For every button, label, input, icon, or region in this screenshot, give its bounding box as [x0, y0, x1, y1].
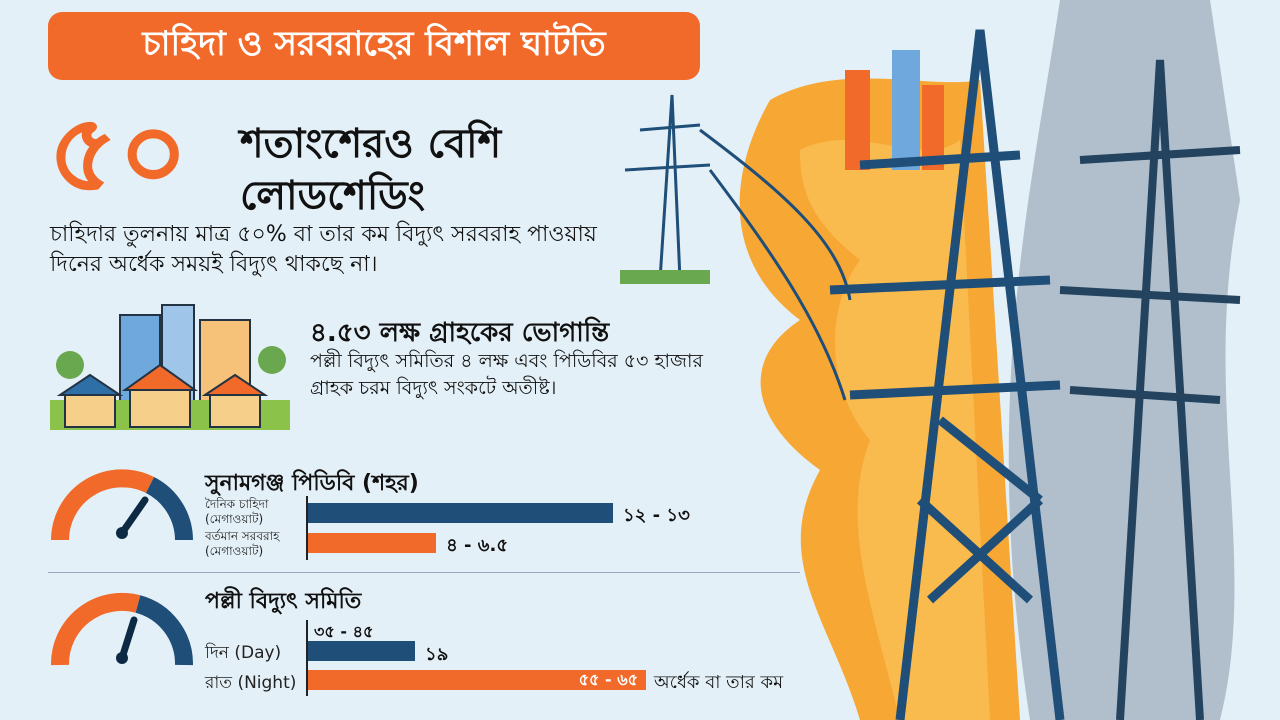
top-label: ৩৫ - ৪৫ — [314, 622, 374, 641]
bar-value: ৪ - ৬.৫ — [446, 535, 508, 556]
headline-text: শতাংশেরও বেশি লোডশেডিং — [240, 118, 501, 222]
headline-line2: লোডশেডিং — [240, 173, 425, 219]
bar-value: ১৯ — [425, 644, 449, 665]
gauge-icon — [50, 592, 194, 666]
headline-line1: শতাংশেরও বেশি — [240, 121, 502, 167]
title-banner: চাহিদা ও সরবরাহের বিশাল ঘাটতি — [48, 12, 700, 80]
city-illustration — [50, 304, 290, 430]
bar-night: ৫৫ - ৬৫ — [308, 670, 646, 690]
axis-line — [306, 620, 308, 696]
pbs-title: পল্লী বিদ্যুৎ সমিতি — [205, 589, 362, 614]
bar-value: ১২ - ১৩ — [623, 505, 690, 526]
bar-label: বর্তমান সরবরাহ (মেগাওয়াট) — [205, 529, 280, 558]
power-tower-illustration — [620, 0, 1241, 720]
headline-number: ৫০ — [48, 91, 189, 216]
summary-text: চাহিদার তুলনায় মাত্র ৫০% বা তার কম বিদ্… — [50, 222, 597, 277]
night-note: অর্ধেক বা তার কম — [654, 672, 784, 693]
axis-line — [306, 496, 308, 560]
gauge-icon — [51, 469, 193, 541]
bar-demand — [308, 503, 613, 523]
customers-text: পল্লী বিদ্যুৎ সমিতির ৪ লক্ষ এবং পিডিবির … — [310, 350, 703, 399]
bar-supply — [308, 533, 437, 553]
bar-label: দৈনিক চাহিদা (মেগাওয়াট) — [205, 497, 269, 526]
divider — [48, 572, 800, 573]
bar-label: রাত (Night) — [205, 673, 297, 693]
bar-day — [308, 641, 416, 661]
pdb-title: সুনামগঞ্জ পিডিবি (শহর) — [205, 471, 419, 496]
bar-label: দিন (Day) — [205, 643, 282, 663]
customers-heading: ৪.৫৩ লক্ষ গ্রাহকের ভোগান্তি — [310, 318, 610, 348]
